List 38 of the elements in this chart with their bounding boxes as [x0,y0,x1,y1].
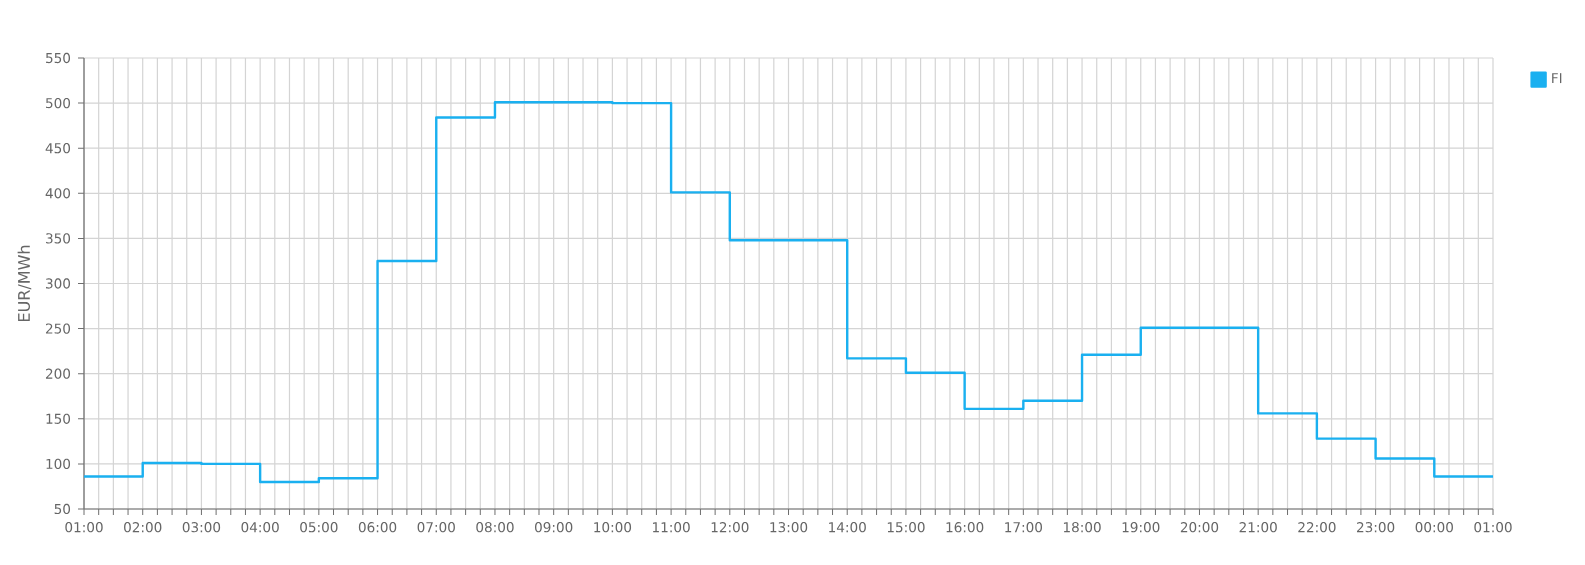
y-tick-label: 300 [46,278,71,289]
x-tick-label: 14:00 [829,522,866,533]
y-tick-label: 50 [54,503,71,515]
x-tick-label: 01:00 [65,522,103,533]
y-axis-title: EUR/MWh [17,245,32,321]
x-tick-label: 16:00 [946,522,984,533]
x-tick-label: 10:00 [594,522,632,533]
legend-label: FI [1552,73,1562,84]
y-tick-label: 400 [45,188,71,199]
x-tick-label: 18:00 [1063,522,1101,533]
x-tick-label: 21:00 [1239,522,1277,533]
y-tick-label: 200 [45,368,71,379]
x-tick-label: 20:00 [1180,522,1219,533]
y-tick-label: 100 [46,458,71,470]
x-tick-label: 02:00 [124,522,162,533]
y-tick-label: 450 [45,143,71,154]
x-tick-label: 23:00 [1357,522,1395,533]
x-tick-label: 12:00 [711,522,749,533]
x-tick-label: 09:00 [534,522,573,533]
y-tick-label: 350 [46,233,71,244]
x-tick-label: 22:00 [1298,522,1336,533]
x-tick-label: 00:00 [1415,522,1453,533]
x-tick-label: 05:00 [300,522,338,533]
x-tick-label: 13:00 [770,522,808,533]
y-tick-label: 150 [46,413,71,424]
x-tick-label: 04:00 [241,522,279,533]
x-tick-label: 07:00 [417,522,455,533]
y-tick-label: 550 [46,52,71,64]
y-tick-label: 500 [46,97,71,109]
x-tick-label: 15:00 [887,522,925,533]
x-tick-label: 01:00 [1474,522,1512,533]
x-tick-label: 17:00 [1005,522,1043,533]
x-tick-label: 06:00 [358,522,397,533]
x-tick-label: 08:00 [476,522,514,533]
y-tick-label: 250 [45,323,71,334]
x-tick-label: 03:00 [182,522,221,533]
x-tick-label: 19:00 [1122,522,1160,533]
x-tick-label: 11:00 [653,522,690,533]
